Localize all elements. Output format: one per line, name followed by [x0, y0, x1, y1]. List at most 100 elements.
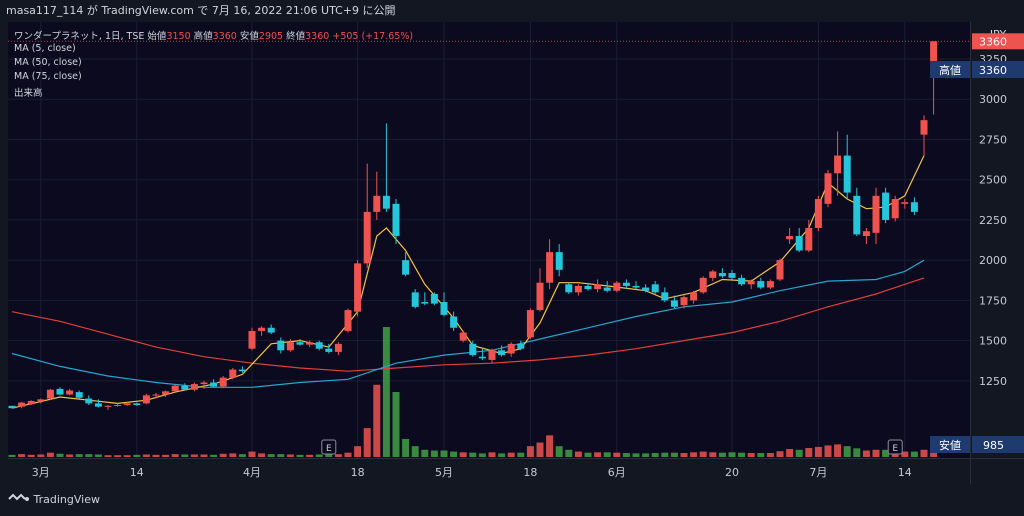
volume-bar — [536, 442, 544, 457]
volume-bar — [354, 446, 362, 457]
chart-area[interactable]: E E 高値 安値 ワンダープラネット, 1日, TSE 始値3150 高値3360 … — [8, 22, 970, 458]
legend-ma50[interactable]: MA (50, close) — [14, 57, 82, 68]
candle-body — [488, 350, 496, 360]
legend-change: +505 (+17.65%) — [332, 31, 414, 42]
candle-body — [450, 316, 458, 328]
candle-body — [229, 369, 237, 378]
candle-body — [747, 281, 755, 285]
candle-body — [421, 302, 429, 304]
volume-bar — [334, 454, 342, 457]
volume-bar — [248, 451, 256, 457]
legend-ma5[interactable]: MA (5, close) — [14, 43, 76, 54]
volume-bar — [190, 454, 198, 457]
candle-body — [85, 398, 93, 404]
legend-ma75[interactable]: MA (75, close) — [14, 71, 82, 82]
volume-bar — [37, 454, 45, 457]
volume-bar — [469, 452, 477, 457]
event-marker[interactable]: E — [887, 439, 903, 455]
low-tag: 安値 — [930, 436, 970, 453]
x-tick-label: 4月 — [243, 466, 261, 479]
y-tick-label: 2000 — [979, 254, 1007, 267]
volume-bar — [27, 454, 35, 457]
low-tag-value: 985 — [983, 439, 1004, 452]
last-price-value: 3360 — [979, 35, 1007, 48]
legend-low-label: 安値 — [239, 31, 259, 42]
volume-bar — [901, 451, 909, 457]
legend-ohlc: ワンダープラネット, 1日, TSE 始値3150 高値3360 安値2905 … — [14, 28, 413, 42]
time-axis-svg[interactable]: 3月 14 4月 18 5月 18 6月 20 7月 14 — [8, 459, 970, 485]
volume-bar — [402, 438, 410, 457]
volume-bar — [286, 454, 294, 457]
volume-bar — [315, 454, 323, 457]
legend-volume[interactable]: 出来高 — [14, 88, 43, 99]
time-axis[interactable]: 3月 14 4月 18 5月 18 6月 20 7月 14 — [8, 458, 970, 484]
legend-close: 3360 — [305, 31, 330, 42]
candle-body — [594, 284, 602, 290]
volume-bar — [46, 452, 54, 457]
candle-body — [152, 394, 160, 396]
legend-symbol: ワンダープラネット, 1日, TSE — [14, 31, 145, 42]
volume-bar — [555, 446, 563, 457]
low-tag-label: 安値 — [939, 438, 961, 452]
candle-body — [402, 260, 410, 275]
volume-bar — [632, 453, 640, 457]
high-tag-value: 3360 — [979, 64, 1007, 77]
x-tick-label: 3月 — [32, 466, 50, 479]
candle-body — [133, 403, 141, 405]
candle-body — [690, 292, 698, 301]
event-marker-box — [887, 439, 903, 455]
candle-body — [546, 252, 554, 283]
volume-bar — [421, 449, 429, 457]
x-tick-label: 18 — [351, 466, 365, 479]
volume-bar — [296, 454, 304, 457]
high-tag-value-box — [972, 61, 1024, 78]
candle-body — [478, 356, 486, 359]
event-marker-label: E — [326, 444, 332, 454]
volume-bar — [651, 453, 659, 457]
candle-body — [930, 41, 938, 76]
volume-bar — [75, 454, 83, 457]
candle-body — [805, 227, 813, 251]
candle-body — [267, 327, 275, 333]
low-tag-box — [930, 436, 970, 453]
volume-bar — [613, 452, 621, 457]
candle-body — [334, 343, 342, 352]
candle-body — [171, 385, 179, 392]
volume-bar — [747, 453, 755, 457]
volume-bar — [690, 452, 698, 457]
price-scale-svg[interactable]: JPY1250150017502000225025002750300032503… — [971, 22, 1024, 458]
event-marker[interactable]: E — [321, 439, 337, 455]
candle-body — [430, 293, 438, 304]
price-scale[interactable]: JPY1250150017502000225025002750300032503… — [970, 22, 1024, 458]
candle-body — [286, 342, 294, 351]
candle-body — [757, 281, 765, 288]
volume-bar — [18, 454, 26, 457]
candle-body — [824, 173, 832, 204]
candle-body — [872, 195, 880, 233]
volume-bar — [238, 454, 246, 457]
candle-body — [27, 400, 35, 405]
candle-body — [325, 348, 333, 352]
legend-high-label: 高値 — [193, 31, 213, 42]
volume-bar — [709, 452, 717, 457]
volume-bar — [786, 449, 794, 457]
candle-body — [786, 236, 794, 240]
high-tag-label: 高値 — [939, 63, 961, 77]
tradingview-logo[interactable]: TradingView — [8, 493, 100, 506]
volume-bar — [805, 447, 813, 457]
volume-bar — [498, 453, 506, 457]
y-tick-label: 3000 — [979, 93, 1007, 106]
candle-body — [622, 282, 630, 286]
candle-body — [843, 155, 851, 193]
candle-body — [718, 273, 726, 277]
candle-body — [392, 203, 400, 237]
y-tick-label: 2250 — [979, 214, 1007, 227]
candle-body — [66, 390, 74, 395]
volume-bar — [670, 452, 678, 457]
candle-body — [795, 236, 803, 251]
candle-body — [574, 285, 582, 293]
candle-body — [699, 277, 707, 293]
candle-body — [219, 377, 227, 387]
